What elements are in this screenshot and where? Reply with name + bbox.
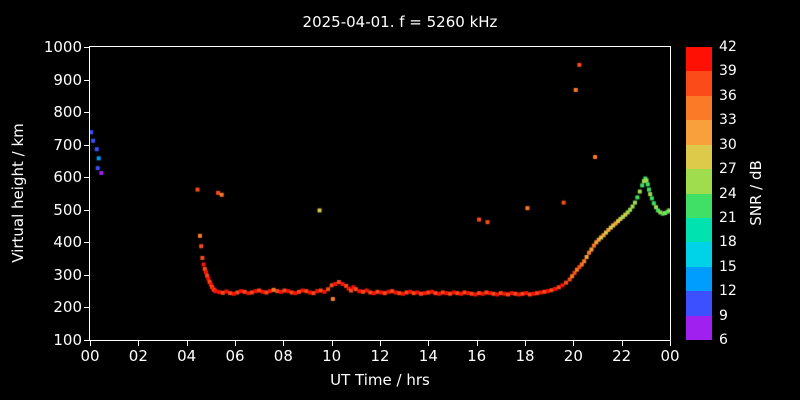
- colorbar-tick-label: 6: [719, 332, 728, 348]
- y-tick-label: 700: [53, 135, 82, 154]
- y-tick-mark: [84, 112, 89, 114]
- colorbar-tick-label: 30: [719, 136, 737, 153]
- x-tick-label: 00: [80, 347, 100, 365]
- colorbar-band: [686, 144, 712, 170]
- x-tick-mark: [186, 341, 188, 346]
- x-tick-label: 00: [660, 347, 680, 365]
- y-tick-mark: [84, 209, 89, 211]
- x-tick-label: 04: [177, 347, 197, 365]
- x-tick-label: 18: [515, 347, 535, 365]
- y-tick-mark: [84, 79, 89, 81]
- colorbar-tick-label: 21: [719, 209, 737, 226]
- colorbar-band: [686, 47, 712, 72]
- y-tick-mark: [84, 307, 89, 309]
- colorbar-band: [686, 217, 712, 243]
- colorbar-band: [686, 95, 712, 121]
- colorbar-band: [686, 266, 712, 292]
- x-tick-label: 08: [273, 347, 293, 365]
- colorbar-band: [686, 71, 712, 96]
- colorbar-label: SNR / dB: [747, 160, 765, 226]
- colorbar-tick-label: 39: [719, 63, 737, 80]
- x-tick-mark: [476, 341, 478, 346]
- y-tick-label: 900: [53, 70, 82, 89]
- y-tick-label: 600: [53, 168, 82, 187]
- x-tick-label: 10: [322, 347, 342, 365]
- colorbar-band: [686, 169, 712, 194]
- colorbar-band: [686, 120, 712, 145]
- colorbar-tick-label: 9: [719, 307, 728, 324]
- x-tick-mark: [235, 341, 236, 346]
- y-tick-mark: [84, 144, 89, 146]
- y-tick-mark: [84, 47, 89, 48]
- x-tick-mark: [380, 341, 381, 346]
- x-tick-label: 02: [128, 347, 148, 365]
- y-tick-label: 1000: [43, 38, 82, 56]
- x-tick-mark: [428, 341, 430, 346]
- x-tick-mark: [573, 341, 575, 346]
- colorbar-tick-label: 36: [719, 87, 737, 104]
- y-axis-label: Virtual height / km: [9, 123, 27, 263]
- x-tick-mark: [621, 341, 623, 346]
- x-tick-mark: [283, 341, 285, 346]
- x-tick-mark: [138, 341, 140, 346]
- y-tick-mark: [84, 340, 89, 341]
- y-tick-mark: [84, 242, 89, 244]
- x-axis-label: UT Time / hrs: [330, 371, 430, 389]
- colorbar-tick-label: 42: [719, 39, 737, 55]
- y-tick-label: 300: [53, 265, 82, 284]
- colorbar-band: [686, 315, 712, 341]
- x-tick-label: 22: [612, 347, 632, 365]
- x-tick-label: 16: [467, 347, 487, 365]
- x-tick-mark: [331, 341, 333, 346]
- colorbar-band: [686, 291, 712, 316]
- chart-title: 2025-04-01. f = 5260 kHz: [302, 13, 498, 31]
- colorbar-band: [686, 193, 712, 218]
- colorbar: [686, 47, 712, 341]
- x-tick-label: 12: [370, 347, 390, 365]
- colorbar-tick-label: 24: [719, 185, 737, 202]
- x-tick-label: 06: [225, 347, 245, 365]
- x-tick-label: 14: [418, 347, 438, 365]
- y-tick-label: 800: [53, 103, 82, 122]
- x-tick-label: 20: [563, 347, 583, 365]
- y-tick-label: 100: [53, 331, 82, 349]
- x-tick-mark: [670, 341, 671, 346]
- colorbar-band: [686, 242, 712, 267]
- plot-area: [89, 46, 671, 341]
- x-tick-mark: [90, 341, 91, 346]
- colorbar-tick-label: 15: [719, 258, 737, 275]
- y-tick-mark: [84, 177, 89, 179]
- colorbar-tick-label: 27: [719, 161, 737, 178]
- colorbar-tick-label: 18: [719, 234, 737, 251]
- y-tick-label: 200: [53, 298, 82, 317]
- colorbar-tick-label: 12: [719, 283, 737, 300]
- x-tick-mark: [525, 341, 526, 346]
- colorbar-tick-label: 33: [719, 112, 737, 129]
- y-tick-label: 400: [53, 233, 82, 252]
- y-tick-label: 500: [53, 200, 82, 219]
- scatter-canvas: [90, 47, 670, 340]
- y-tick-mark: [84, 274, 89, 276]
